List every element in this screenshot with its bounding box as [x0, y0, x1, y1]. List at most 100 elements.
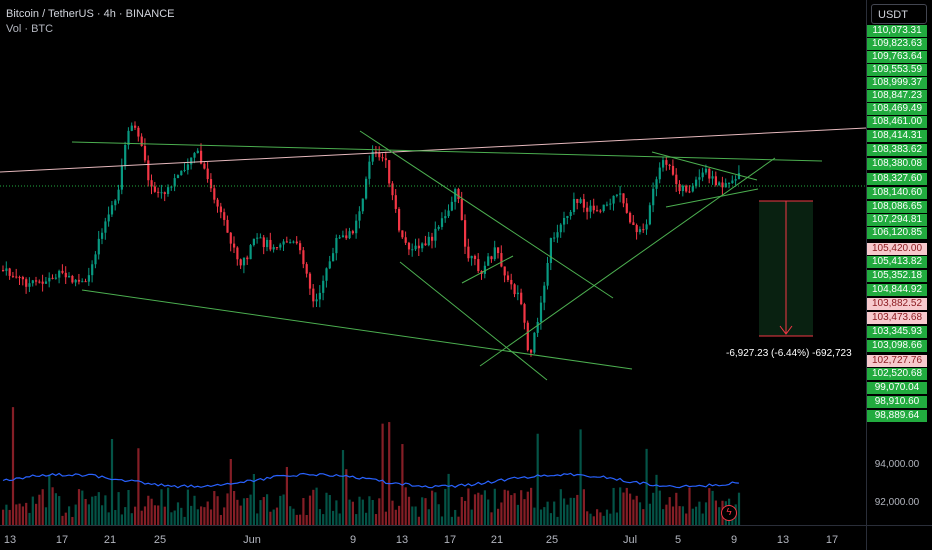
candle-body — [526, 322, 529, 351]
candle-body — [262, 237, 265, 248]
volume-bar — [137, 448, 140, 525]
volume-bar — [176, 502, 180, 525]
volume-bar — [54, 493, 57, 525]
candle-body — [648, 205, 651, 225]
volume-bar — [619, 487, 622, 525]
candle-body — [414, 245, 417, 250]
flag-line[interactable] — [461, 255, 514, 284]
time-label: 17 — [55, 534, 69, 546]
volume-bar — [483, 490, 486, 525]
time-label: 21 — [103, 534, 117, 546]
candle-body — [388, 160, 391, 184]
candle-body — [41, 281, 44, 284]
volume-bar — [180, 507, 183, 525]
volume-bar — [71, 516, 74, 525]
time-label: 5 — [674, 534, 682, 546]
candle-body — [272, 247, 275, 250]
candle-body — [2, 270, 5, 271]
candle-body — [533, 332, 536, 353]
candle-body — [5, 268, 8, 271]
candle-body — [120, 165, 123, 190]
volume-bar — [292, 508, 295, 525]
price-axis[interactable]: USDT 110,073.31 109,823.63 109,763.64 109,5… — [866, 0, 932, 525]
candle-body — [440, 218, 444, 227]
candle-body — [718, 182, 721, 186]
axis-corner — [866, 525, 932, 550]
channel-lower[interactable] — [399, 261, 548, 381]
volume-bar — [695, 506, 698, 525]
volume-ma-line — [2, 472, 739, 489]
volume-bar — [318, 509, 321, 525]
volume-bar — [315, 487, 318, 525]
volume-bar — [332, 510, 335, 525]
candle-body — [483, 265, 486, 274]
candle-body — [678, 184, 681, 192]
volume-bar — [173, 510, 176, 525]
time-label: 25 — [545, 534, 559, 546]
volume-bar — [110, 438, 114, 525]
volume-bar — [167, 487, 170, 525]
volume-legend[interactable]: Vol · BTC — [6, 23, 54, 35]
candle-body — [322, 280, 325, 293]
flash-icon[interactable]: ϟ — [721, 505, 737, 521]
candle-body — [54, 277, 57, 279]
candle-body — [490, 256, 493, 260]
candle-body — [48, 277, 51, 282]
price-label: 108,414.31 — [867, 130, 927, 142]
candle-body — [596, 210, 599, 212]
volume-bar — [704, 502, 708, 525]
volume-bar — [648, 503, 651, 525]
candle-body — [209, 179, 213, 189]
candlestick-chart[interactable] — [0, 0, 866, 525]
candle-body — [292, 241, 295, 243]
volume-bar — [249, 494, 252, 525]
chart-area[interactable]: Bitcoin / TetherUS · 4h · BINANCE Vol · … — [0, 0, 866, 525]
volume-bar — [365, 512, 368, 525]
drawings-layer — [0, 127, 866, 381]
currency-button[interactable]: USDT — [871, 4, 927, 24]
volume-bar — [196, 509, 199, 525]
time-axis[interactable]: 13 17 21 25 Jun 9 13 17 21 25 Jul 5 9 13 17 — [0, 525, 866, 550]
candle-body — [609, 203, 612, 205]
candle-body — [249, 245, 252, 260]
volume-bar — [434, 492, 437, 525]
volume-bar — [31, 496, 34, 525]
candle-body — [724, 183, 727, 188]
channel-upper[interactable] — [359, 130, 614, 299]
volume-bar — [91, 496, 94, 525]
volume-bar — [685, 513, 688, 525]
volume-bar — [120, 514, 123, 525]
volume-bar — [642, 509, 645, 525]
volume-bar — [213, 491, 216, 525]
candle-body — [282, 241, 285, 245]
candle-body — [117, 189, 120, 201]
volume-bar — [658, 490, 661, 525]
volume-bar — [259, 500, 262, 525]
volume-bar — [242, 498, 246, 525]
candle-body — [64, 272, 67, 278]
candle-body — [110, 205, 114, 215]
resistance-ray[interactable] — [0, 127, 866, 173]
candle-body — [190, 157, 193, 165]
volume-bar — [404, 487, 407, 525]
symbol-title[interactable]: Bitcoin / TetherUS · 4h · BINANCE — [6, 8, 175, 20]
volume-bar — [282, 494, 285, 525]
candle-body — [15, 276, 18, 278]
ascending-support[interactable] — [479, 157, 776, 367]
price-label: 103,882.52 — [867, 298, 927, 310]
volume-bar — [615, 512, 618, 525]
volume-bar — [652, 492, 655, 525]
triangle-lower[interactable] — [665, 188, 759, 208]
candle-body — [460, 199, 463, 221]
candle-body — [183, 169, 186, 171]
candle-body — [68, 275, 71, 278]
candle-body — [345, 235, 348, 239]
trendline-top[interactable] — [71, 141, 823, 162]
candle-body — [219, 206, 222, 213]
trendline-bottom[interactable] — [81, 289, 633, 370]
candle-body — [645, 224, 648, 230]
triangle-upper[interactable] — [651, 151, 758, 181]
candle-body — [642, 229, 645, 231]
candle-body — [44, 281, 48, 284]
candle-body — [473, 255, 477, 260]
